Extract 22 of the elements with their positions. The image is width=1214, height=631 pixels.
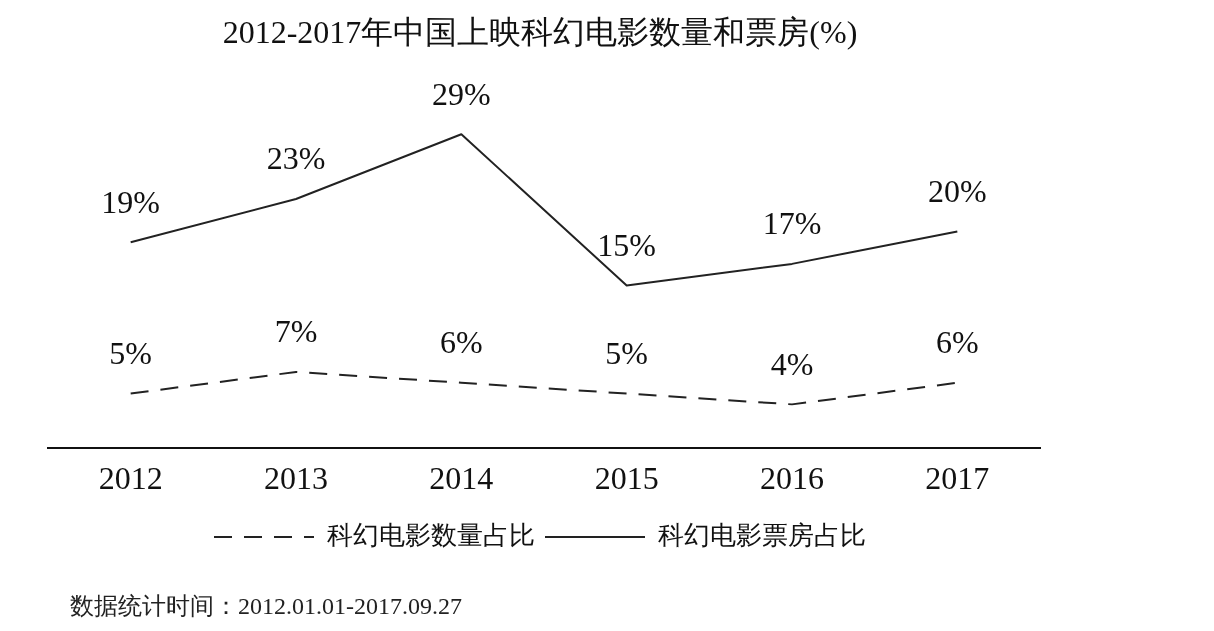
x-tick-label: 2014 xyxy=(429,460,494,497)
x-tick-label: 2015 xyxy=(594,460,659,497)
x-tick-label: 2016 xyxy=(760,460,824,497)
data-label: 5% xyxy=(109,334,152,371)
data-label: 23% xyxy=(266,140,326,177)
data-label: 29% xyxy=(432,75,491,112)
data-label: 19% xyxy=(101,183,160,220)
data-label: 6% xyxy=(440,324,483,361)
data-label: 4% xyxy=(770,345,814,382)
chart-title: 2012-2017年中国上映科幻电影数量和票房(%) xyxy=(222,13,858,50)
x-tick-label: 2012 xyxy=(98,460,163,497)
x-tick-label: 2017 xyxy=(925,460,990,497)
legend-label: 科幻电影数量占比 xyxy=(327,520,535,550)
text: 数据统计时间：2012.01.01-2017.09.27 xyxy=(70,592,462,621)
legend-label: 科幻电影票房占比 xyxy=(658,520,866,550)
data-label: 20% xyxy=(928,172,987,209)
data-label: 6% xyxy=(936,324,979,361)
data-label: 7% xyxy=(274,313,318,350)
x-tick-label: 2013 xyxy=(264,460,328,497)
data-label: 15% xyxy=(597,226,656,263)
data-label: 5% xyxy=(605,334,648,371)
data-label: 17% xyxy=(762,205,822,242)
